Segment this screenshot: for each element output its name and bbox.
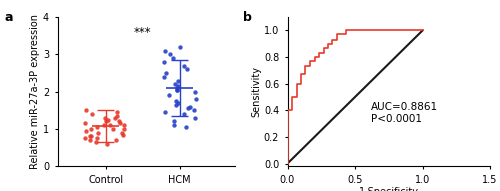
Point: [120, 127, 128, 130]
Point: [100, 124, 108, 127]
Point: [160, 60, 168, 63]
Point: [88, 112, 96, 116]
Point: [169, 57, 177, 60]
Point: [173, 88, 181, 91]
Point: [92, 140, 100, 143]
Point: [120, 124, 128, 127]
Point: [81, 122, 89, 125]
Point: [172, 103, 180, 106]
Point: [183, 68, 191, 71]
Point: [176, 45, 184, 49]
Point: [94, 131, 102, 134]
Point: [103, 142, 111, 145]
Point: [112, 111, 120, 114]
Point: [184, 107, 192, 110]
Point: [112, 139, 120, 142]
Point: [174, 85, 182, 88]
Point: [174, 79, 182, 82]
Point: [162, 71, 170, 74]
Point: [190, 90, 198, 93]
Point: [106, 124, 114, 127]
Text: a: a: [4, 11, 13, 24]
Point: [108, 127, 116, 130]
Point: [172, 83, 179, 86]
Point: [186, 105, 194, 108]
Point: [160, 75, 168, 78]
Point: [116, 122, 124, 125]
Point: [114, 120, 122, 123]
Point: [101, 116, 109, 119]
Point: [170, 124, 178, 127]
Point: [166, 53, 174, 56]
Point: [118, 131, 126, 134]
Point: [82, 129, 90, 132]
Point: [82, 137, 90, 140]
Text: b: b: [243, 11, 252, 24]
Point: [173, 88, 181, 91]
Point: [82, 109, 90, 112]
Point: [174, 101, 182, 104]
Point: [170, 120, 178, 123]
Y-axis label: Relative miR-27a-3P expression: Relative miR-27a-3P expression: [30, 14, 40, 169]
Point: [161, 49, 169, 52]
Point: [86, 135, 94, 138]
Point: [86, 127, 94, 130]
Point: [161, 111, 169, 114]
Point: [180, 64, 188, 67]
Point: [104, 118, 112, 121]
Point: [111, 116, 119, 119]
Point: [182, 125, 190, 129]
Point: [119, 133, 127, 136]
Point: [190, 109, 198, 112]
X-axis label: 1-Specificity: 1-Specificity: [359, 187, 419, 191]
Point: [191, 116, 199, 119]
Point: [180, 112, 188, 116]
Y-axis label: Sensitivity: Sensitivity: [251, 66, 261, 117]
Point: [173, 86, 181, 89]
Point: [172, 100, 180, 103]
Point: [93, 137, 101, 140]
Point: [86, 139, 94, 142]
Point: [192, 98, 200, 101]
Point: [87, 135, 95, 138]
Text: ***: ***: [134, 26, 152, 39]
Text: AUC=0.8861
P<0.0001: AUC=0.8861 P<0.0001: [371, 102, 438, 124]
Point: [165, 94, 173, 97]
Point: [102, 120, 110, 123]
Point: [92, 125, 100, 129]
Point: [112, 114, 120, 117]
